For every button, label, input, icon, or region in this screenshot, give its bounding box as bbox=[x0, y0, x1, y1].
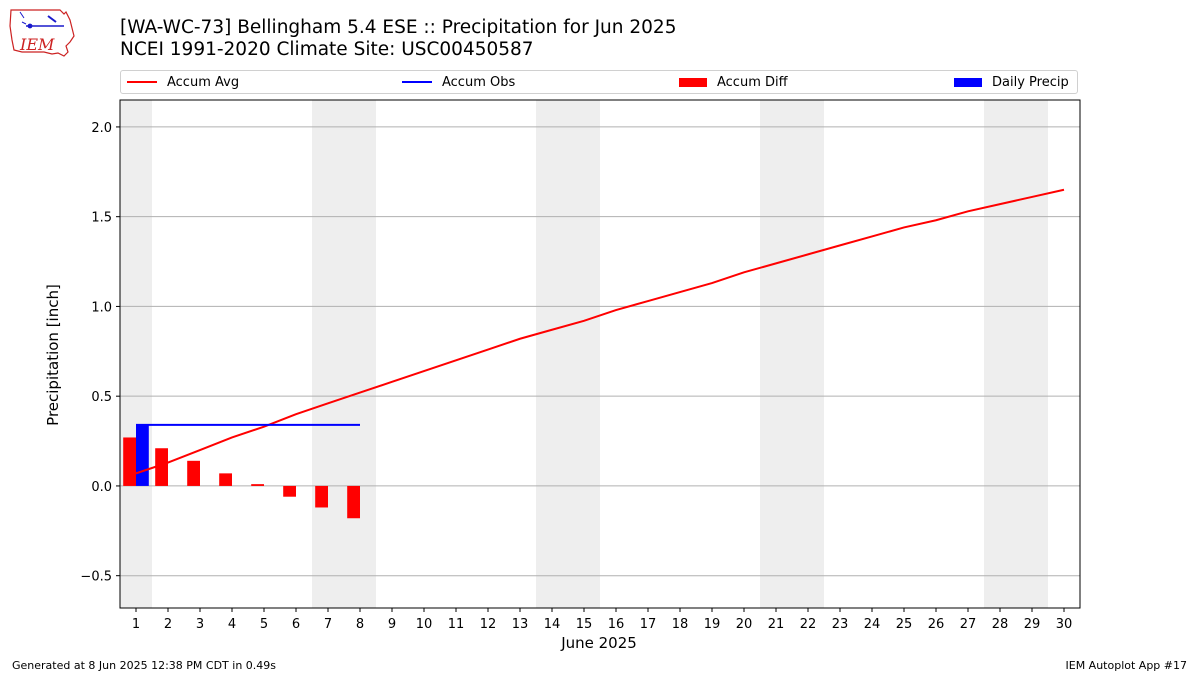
weekend-band-1 bbox=[120, 100, 152, 608]
y-tick-label: 2.0 bbox=[91, 121, 112, 136]
x-tick-label: 18 bbox=[672, 617, 689, 632]
x-tick-label: 25 bbox=[896, 617, 913, 632]
y-tick-label: −0.5 bbox=[80, 570, 112, 585]
legend-accum-avg: Accum Avg bbox=[127, 71, 239, 93]
weekend-band-15 bbox=[568, 100, 600, 608]
legend-swatch-daily-precip bbox=[954, 77, 982, 87]
weekend-band-8 bbox=[344, 100, 376, 608]
legend-label-accum-avg: Accum Avg bbox=[167, 74, 240, 90]
weekend-band-21 bbox=[760, 100, 792, 608]
weekend-band-28 bbox=[984, 100, 1016, 608]
title-line-1: [WA-WC-73] Bellingham 5.4 ESE :: Precipi… bbox=[120, 17, 677, 38]
footer-app: IEM Autoplot App #17 bbox=[1065, 659, 1188, 672]
y-tick-label: 1.0 bbox=[91, 300, 112, 315]
x-tick-label: 26 bbox=[928, 617, 945, 632]
accum-diff-bar bbox=[187, 460, 200, 486]
x-tick-label: 21 bbox=[768, 617, 785, 632]
weekend-band-14 bbox=[536, 100, 568, 608]
x-tick-label: 23 bbox=[832, 617, 849, 632]
footer-generated: Generated at 8 Jun 2025 12:38 PM CDT in … bbox=[12, 659, 277, 672]
accum-avg-line bbox=[135, 188, 1065, 475]
x-tick-label: 17 bbox=[640, 617, 657, 632]
logo-text: IEM bbox=[19, 35, 55, 54]
legend: Accum Avg Accum Obs Accum Diff Daily Pre… bbox=[120, 70, 1078, 94]
legend-swatch-accum-avg bbox=[127, 81, 157, 83]
y-tick-label: 0.0 bbox=[91, 480, 112, 495]
x-tick-label: 30 bbox=[1056, 617, 1073, 632]
iem-logo: IEM bbox=[9, 9, 75, 57]
x-tick-label: 2 bbox=[164, 617, 172, 632]
y-tick-label: 1.5 bbox=[91, 211, 112, 226]
x-tick-label: 14 bbox=[544, 617, 561, 632]
legend-accum-diff: Accum Diff bbox=[679, 71, 788, 93]
x-tick-label: 15 bbox=[576, 617, 593, 632]
x-tick-label: 13 bbox=[512, 617, 529, 632]
accum-diff-bar bbox=[251, 484, 264, 486]
legend-accum-obs: Accum Obs bbox=[402, 71, 515, 93]
x-tick-label: 19 bbox=[704, 617, 721, 632]
y-tick-label: 0.5 bbox=[91, 390, 112, 405]
legend-label-daily-precip: Daily Precip bbox=[992, 74, 1069, 90]
legend-daily-precip: Daily Precip bbox=[954, 71, 1069, 93]
legend-label-accum-obs: Accum Obs bbox=[442, 74, 516, 90]
x-tick-label: 3 bbox=[196, 617, 204, 632]
x-tick-label: 24 bbox=[864, 617, 881, 632]
legend-swatch-accum-diff bbox=[679, 77, 707, 87]
x-tick-label: 4 bbox=[228, 617, 236, 632]
x-tick-label: 9 bbox=[388, 617, 396, 632]
x-tick-label: 16 bbox=[608, 617, 625, 632]
accum-diff-bar bbox=[315, 485, 328, 508]
weekend-band-22 bbox=[792, 100, 824, 608]
chart-title: [WA-WC-73] Bellingham 5.4 ESE :: Precipi… bbox=[120, 17, 676, 61]
accum-diff-bar bbox=[219, 473, 232, 486]
legend-swatch-accum-obs bbox=[402, 81, 432, 83]
x-tick-label: 8 bbox=[356, 617, 364, 632]
x-tick-label: 27 bbox=[960, 617, 977, 632]
x-tick-label: 12 bbox=[480, 617, 497, 632]
x-tick-label: 1 bbox=[132, 617, 140, 632]
weekend-band-7 bbox=[312, 100, 344, 608]
x-tick-label: 6 bbox=[292, 617, 300, 632]
x-tick-label: 5 bbox=[260, 617, 268, 632]
title-line-2: NCEI 1991-2020 Climate Site: USC00450587 bbox=[120, 39, 534, 60]
daily-precip-bar bbox=[136, 424, 149, 486]
x-tick-label: 10 bbox=[416, 617, 433, 632]
x-axis-label: June 2025 bbox=[561, 634, 637, 652]
x-tick-label: 20 bbox=[736, 617, 753, 632]
accum-diff-bar bbox=[123, 437, 136, 486]
weekend-band-29 bbox=[1016, 100, 1048, 608]
y-axis-label: Precipitation [inch] bbox=[44, 284, 62, 426]
x-tick-label: 11 bbox=[448, 617, 465, 632]
accum-diff-bar bbox=[155, 448, 168, 486]
legend-label-accum-diff: Accum Diff bbox=[717, 74, 788, 90]
accum-diff-bar bbox=[347, 485, 360, 519]
accum-diff-bar bbox=[283, 485, 296, 497]
x-tick-label: 28 bbox=[992, 617, 1009, 632]
plot-frame bbox=[119, 99, 1081, 609]
x-tick-label: 29 bbox=[1024, 617, 1041, 632]
x-tick-label: 7 bbox=[324, 617, 332, 632]
x-tick-label: 22 bbox=[800, 617, 817, 632]
